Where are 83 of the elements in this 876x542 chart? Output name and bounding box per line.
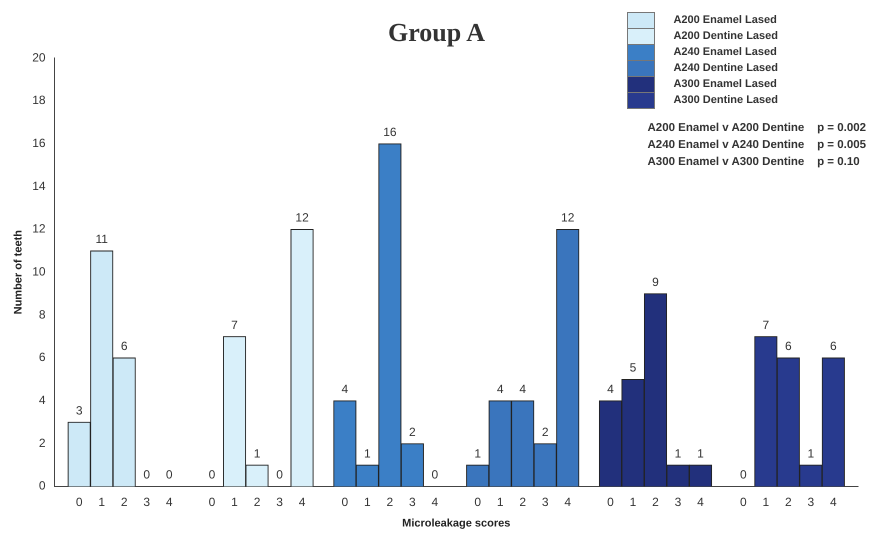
x-tick-label: 0 [76,494,83,509]
y-tick-label: 20 [32,50,46,64]
x-tick-label: 2 [652,494,660,509]
data-label: 7 [762,318,770,332]
y-tick-label: 16 [32,136,46,150]
legend-label: A200 Dentine Lased [673,30,778,42]
x-tick-label: 1 [231,494,238,509]
annotation: A300 Enamel v A300 Dentine p = 0.10 [648,156,861,170]
x-tick-label: 4 [697,494,704,509]
data-label: 0 [276,468,284,482]
legend-label: A300 Dentine Lased [673,94,778,106]
data-label: 1 [697,446,704,460]
data-label: 6 [830,339,838,354]
x-tick-label: 3 [409,494,416,509]
data-label: 4 [496,382,504,396]
data-label: 0 [432,468,439,482]
x-tick-label: 3 [143,494,150,509]
data-label: 16 [383,124,397,139]
legend-label: A240 Dentine Lased [673,62,778,74]
x-axis-title: Microleakage scores [402,517,510,530]
x-tick-label: 1 [364,494,372,509]
x-tick-label: 0 [208,494,216,509]
data-label: 3 [76,403,83,418]
y-tick-label: 12 [32,222,46,236]
data-label: 6 [120,339,128,354]
data-label: 12 [295,210,310,225]
data-label: 0 [143,468,150,482]
legend-label: A240 Enamel Lased [673,46,777,58]
x-tick-label: 3 [276,494,284,509]
y-tick-label: 18 [32,93,46,108]
data-label: 1 [474,446,482,460]
x-tick-label: 1 [496,494,504,509]
data-label: 4 [519,382,526,396]
x-tick-label: 1 [762,494,770,509]
data-label: 1 [364,446,372,460]
x-tick-label: 4 [830,494,838,509]
x-tick-label: 3 [807,494,814,509]
y-tick-label: 6 [38,350,46,364]
x-tick-label: 2 [254,494,261,509]
x-tick-label: 1 [98,494,106,509]
data-label: 0 [166,468,173,482]
legend-label: A200 Enamel Lased [673,14,777,26]
data-label: 4 [341,382,348,396]
y-tick-label: 2 [38,436,46,450]
data-label: 7 [231,318,238,332]
data-label: 11 [95,232,108,246]
y-tick-label: 10 [32,264,46,279]
annotation: A240 Enamel v A240 Dentine p = 0.005 [648,139,866,153]
chart-title: Group A [388,18,486,48]
x-tick-label: 1 [630,494,637,509]
x-tick-label: 4 [298,494,306,509]
x-tick-label: 4 [166,494,173,509]
x-tick-label: 0 [474,494,482,509]
data-label: 0 [208,468,216,482]
data-label: 12 [561,210,575,225]
data-label: 6 [784,339,792,354]
x-tick-label: 2 [120,494,128,509]
legend-label: A300 Enamel Lased [673,78,777,90]
x-tick-label: 0 [740,494,747,509]
y-tick-label: 0 [38,478,46,493]
data-label: 1 [807,446,814,460]
data-label: 2 [409,424,416,439]
data-label: 4 [607,382,614,396]
x-tick-label: 2 [519,494,526,509]
x-tick-label: 2 [386,494,394,509]
y-tick-label: 14 [32,178,46,193]
x-tick-label: 3 [674,494,682,509]
x-tick-label: 4 [432,494,439,509]
x-tick-label: 0 [341,494,348,509]
y-axis-title: Number of teeth [12,230,25,314]
y-tick-label: 4 [38,393,46,408]
data-label: 0 [740,468,747,482]
data-label: 1 [674,446,682,460]
annotation: A200 Enamel v A200 Dentine p = 0.002 [648,122,866,136]
data-label: 5 [630,360,637,375]
data-label: 1 [254,446,261,460]
x-tick-label: 0 [607,494,614,509]
x-tick-label: 3 [542,494,549,509]
data-label: 9 [652,274,660,289]
data-label: 2 [542,424,549,439]
x-tick-label: 4 [564,494,572,509]
y-tick-label: 8 [38,307,46,322]
x-tick-label: 2 [784,494,792,509]
